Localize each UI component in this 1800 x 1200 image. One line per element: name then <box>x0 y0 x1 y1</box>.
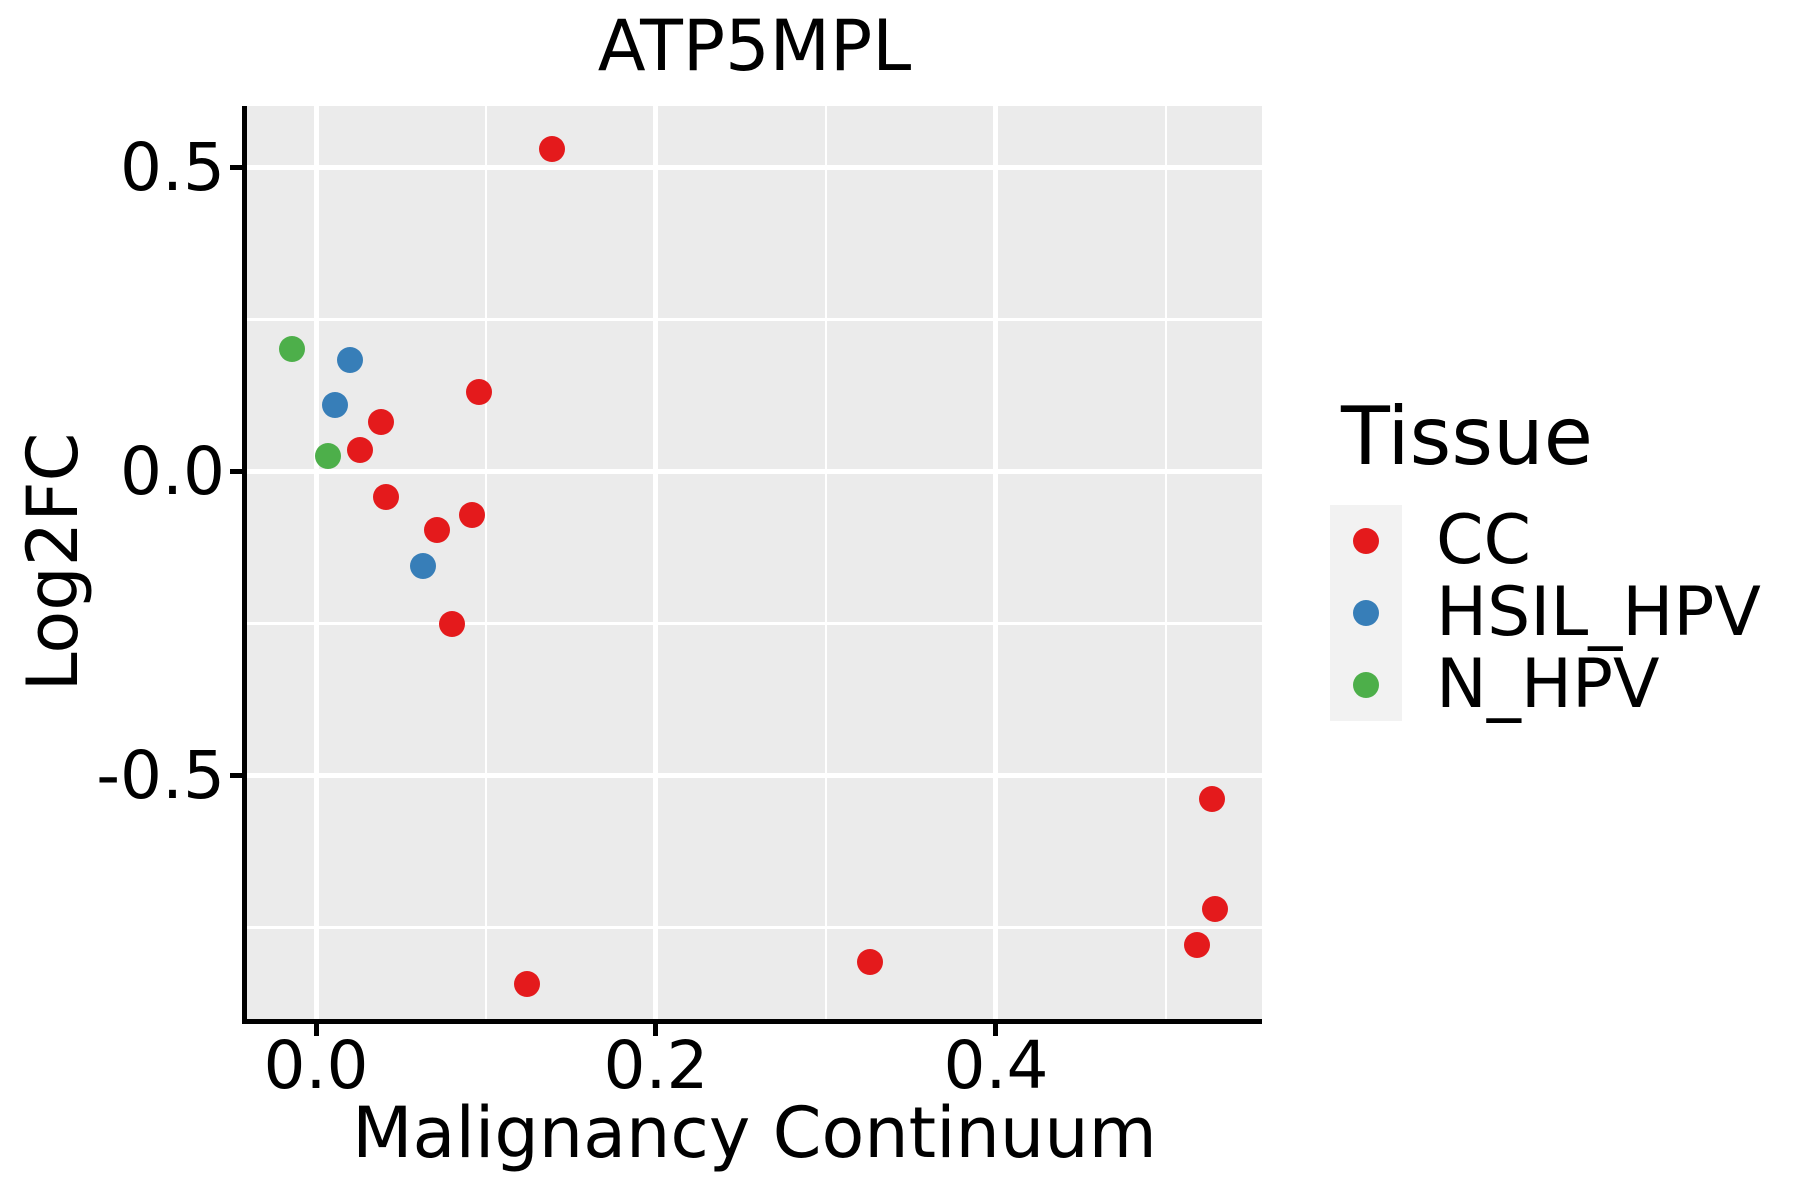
data-point-N_HPV <box>314 443 341 470</box>
legend-key <box>1330 577 1402 649</box>
data-point-CC <box>1198 786 1225 813</box>
y-tick-label: 0.0 <box>120 432 225 510</box>
data-point-HSIL_HPV <box>410 553 437 580</box>
data-point-CC <box>857 948 884 975</box>
legend-dot-icon <box>1353 672 1379 698</box>
y-tick-label: -0.5 <box>96 736 225 814</box>
y-tick-mark <box>230 469 242 475</box>
major-gridline <box>247 773 1262 778</box>
x-axis-title: Malignancy Continuum <box>352 1092 1157 1174</box>
legend-dot-icon <box>1353 528 1379 554</box>
data-point-CC <box>423 517 450 544</box>
data-point-HSIL_HPV <box>337 346 363 373</box>
data-point-CC <box>466 379 493 406</box>
x-tick-label: 0.2 <box>603 1027 709 1104</box>
legend-label: HSIL_HPV <box>1436 573 1761 652</box>
minor-gridline <box>1164 106 1168 1019</box>
x-tick-mark <box>313 1024 319 1036</box>
major-gridline <box>313 106 319 1019</box>
minor-gridline <box>247 318 1262 321</box>
legend-dot-icon <box>1353 600 1379 626</box>
major-gridline <box>993 106 999 1019</box>
minor-gridline <box>247 926 1262 929</box>
legend-row-CC: CC <box>1330 505 1761 577</box>
data-point-CC <box>1183 931 1210 958</box>
legend-label: N_HPV <box>1436 645 1660 724</box>
legend-key <box>1330 649 1402 721</box>
data-point-HSIL_HPV <box>321 392 348 419</box>
x-tick-mark <box>993 1024 999 1036</box>
x-tick-label: 0.0 <box>263 1027 369 1104</box>
data-point-CC <box>347 437 374 464</box>
legend-items: CC HSIL_HPV N_HPV <box>1330 505 1761 721</box>
major-gridline <box>653 106 659 1019</box>
y-tick-label: 0.5 <box>120 128 225 206</box>
data-point-CC <box>439 610 465 637</box>
y-tick-mark <box>230 773 242 778</box>
minor-gridline <box>247 622 1262 625</box>
minor-gridline <box>824 106 828 1019</box>
x-tick-label: 0.4 <box>943 1027 1049 1104</box>
data-point-CC <box>1202 896 1229 923</box>
major-gridline <box>247 165 1262 171</box>
data-point-CC <box>367 408 394 435</box>
legend-title: Tissue <box>1341 390 1593 483</box>
plot-panel <box>242 106 1262 1024</box>
legend-row-HSIL_HPV: HSIL_HPV <box>1330 577 1761 649</box>
legend: Tissue CC HSIL_HPV N_HPV <box>1330 390 1761 721</box>
plot-title: ATP5MPL <box>597 5 912 87</box>
minor-gridline <box>484 106 488 1019</box>
data-point-CC <box>372 484 399 511</box>
legend-label: CC <box>1436 501 1531 580</box>
legend-row-N_HPV: N_HPV <box>1330 649 1761 721</box>
data-point-CC <box>513 971 540 998</box>
data-point-N_HPV <box>279 335 306 362</box>
x-tick-mark <box>653 1024 659 1036</box>
y-tick-mark <box>230 165 242 171</box>
y-axis-title: Log2FC <box>12 432 94 692</box>
data-point-CC <box>459 501 486 528</box>
data-point-CC <box>539 136 566 163</box>
major-gridline <box>247 469 1262 475</box>
legend-key <box>1330 505 1402 577</box>
